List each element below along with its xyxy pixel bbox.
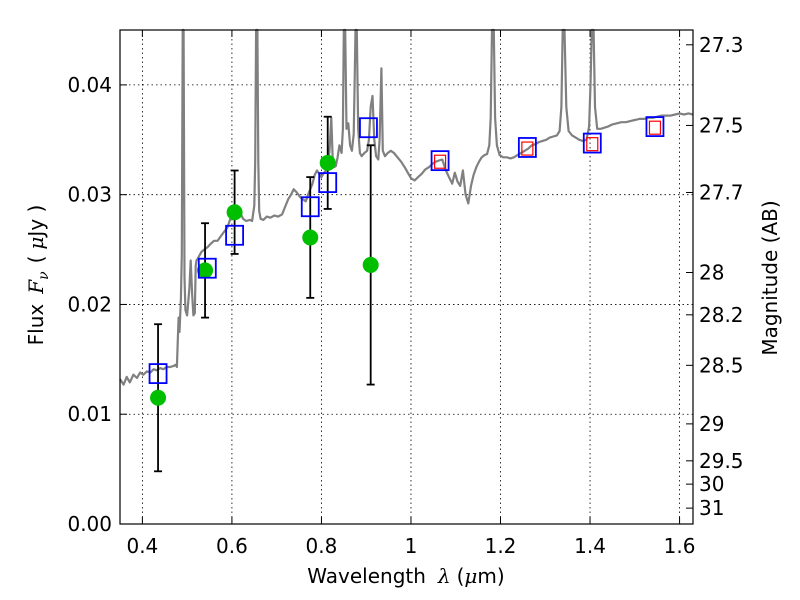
x-tick-label: 1 [405,534,418,558]
magnitude-tick-label: 29.5 [699,449,744,473]
y-tick-label: 0.00 [67,512,112,536]
x-tick-label: 0.6 [216,534,248,558]
x-tick-label: 1.6 [664,534,696,558]
y-tick-label: 0.04 [67,73,112,97]
model-square-inner [521,141,534,156]
magnitude-tick-label: 28.2 [699,303,744,327]
y-tick-labels: 0.00 0.01 0.02 0.03 0.04 [67,73,112,536]
y-tick-label: 0.03 [67,183,112,207]
observed-point [319,154,336,171]
model-square [582,132,602,154]
observed-point [150,389,167,406]
model-square-inner [586,137,599,152]
x-tick-labels: 0.4 0.6 0.8 1 1.2 1.4 1.6 [126,534,695,558]
plot-frame [119,29,694,525]
model-square [148,363,168,385]
y2-axis-label: Magnitude (AB) [758,200,782,355]
model-square [359,117,378,139]
observed-point [362,256,379,273]
magnitude-tick-label: 28 [699,261,724,285]
magnitude-tick-label: 28.5 [699,353,744,377]
model-square [645,116,665,138]
magnitude-tick-label: 27.3 [699,33,744,57]
magnitude-tick-label: 27.7 [699,180,744,204]
y-tick-label: 0.01 [67,402,112,426]
magnitude-tick-label: 30 [699,472,724,496]
magnitude-tick-label: 29 [699,412,724,436]
observed-point [197,262,214,279]
model-square-inner [648,120,662,135]
spectrum-line [119,28,694,386]
spectrum-layer [119,28,694,386]
observed-point [226,204,243,221]
y-axis-label: FluxFν(μJy ) [24,205,52,346]
x-axis-label: Wavelength λ (μm) [307,564,504,588]
magnitude-tick-label: 31 [699,496,724,520]
y-tick-label: 0.02 [67,292,112,316]
model-square [300,196,320,218]
x-tick-label: 0.8 [306,534,338,558]
model-square [197,257,217,279]
x-tick-label: 1.2 [485,534,517,558]
model-square-inner [433,154,447,169]
errorbar-layer [154,115,375,473]
observed-points-layer [150,154,379,406]
model-square [225,224,245,246]
model-square [318,172,338,193]
tick-marks [120,30,693,525]
observed-point [302,229,319,246]
model-squares-layer [148,116,665,385]
model-square [517,137,537,158]
model-square [430,150,450,172]
magnitude-tick-label: 27.5 [699,113,744,137]
x-tick-label: 1.4 [574,534,606,558]
x-tick-label: 0.4 [126,534,158,558]
